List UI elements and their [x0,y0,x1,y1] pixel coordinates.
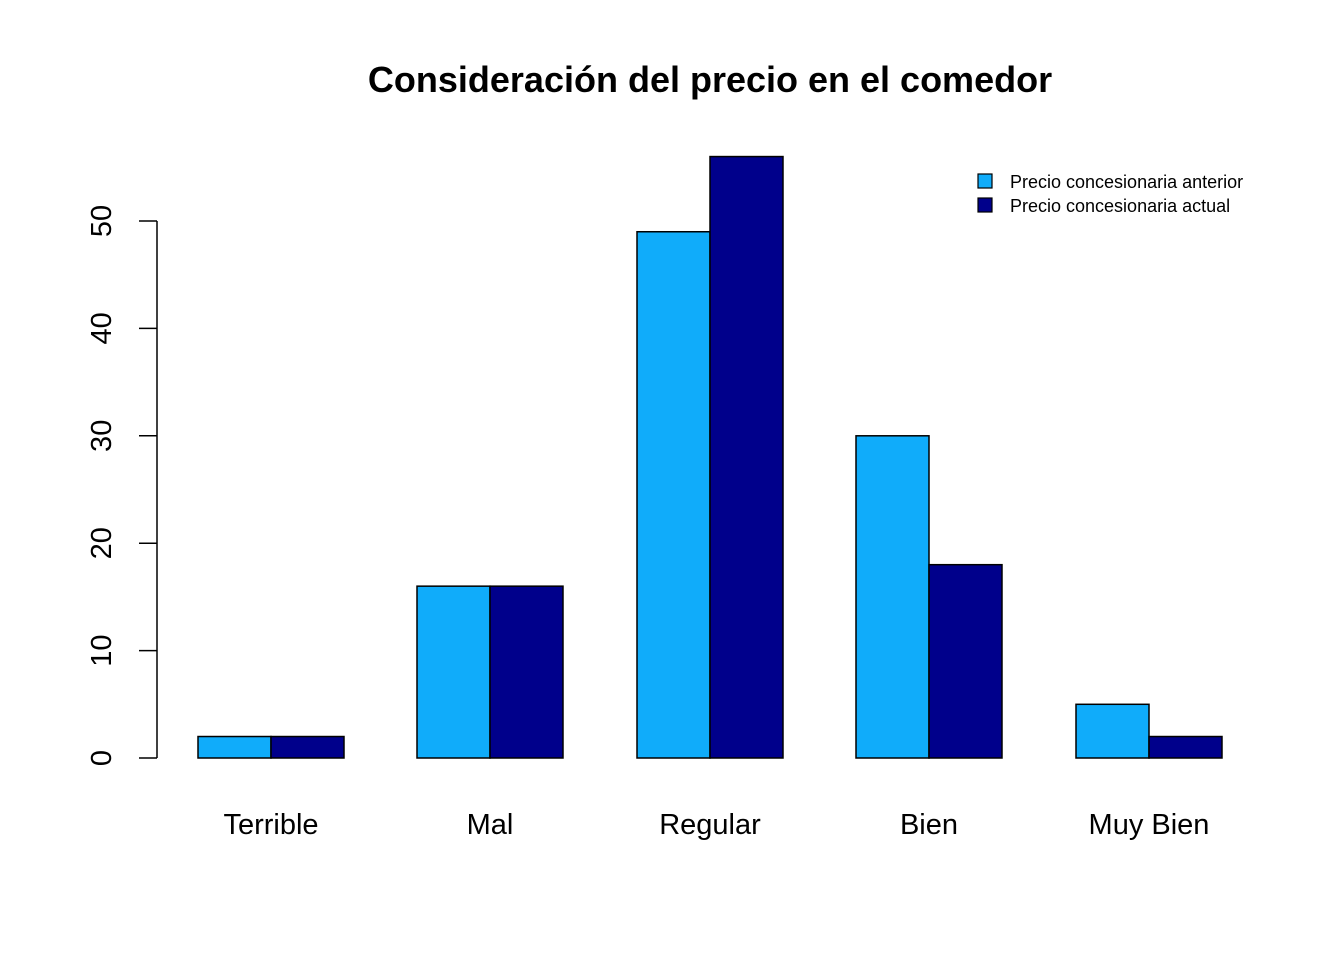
bar-bien-series-2 [928,563,1003,759]
bar-muy-bien-series-1 [1075,703,1150,759]
bar-terrible-series-2 [270,735,345,759]
y-tick-label: 30 [86,420,118,452]
bar-mal-series-1 [416,585,491,759]
y-tick-label: 0 [86,750,118,766]
bars [197,155,1223,759]
legend-label: Precio concesionaria anterior [1010,172,1243,192]
legend-swatch [977,173,993,189]
legend-label: Precio concesionaria actual [1010,196,1230,216]
x-axis-labels: Terrible Mal Regular Bien Muy Bien [223,809,1209,841]
y-tick-label: 10 [86,634,118,666]
bar-mal-series-2 [489,585,564,759]
y-axis: 0 10 20 30 40 50 [86,205,158,766]
x-tick-label: Regular [659,809,761,841]
y-tick-label: 40 [86,312,118,344]
bar-regular-series-1 [636,230,711,759]
legend-swatch [977,197,993,213]
y-tick-label: 20 [86,527,118,559]
x-tick-label: Bien [900,809,958,841]
x-tick-label: Muy Bien [1089,809,1210,841]
x-tick-label: Mal [467,809,514,841]
bar-terrible-series-1 [197,735,272,759]
bar-regular-series-2 [709,155,784,759]
bar-muy-bien-series-2 [1148,735,1223,759]
legend: Precio concesionaria anterior Precio conc… [977,172,1243,216]
bar-bien-series-1 [855,435,930,759]
x-tick-label: Terrible [223,809,318,841]
y-tick-label: 50 [86,205,118,237]
chart-title: Consideración del precio en el comedor [368,59,1052,100]
